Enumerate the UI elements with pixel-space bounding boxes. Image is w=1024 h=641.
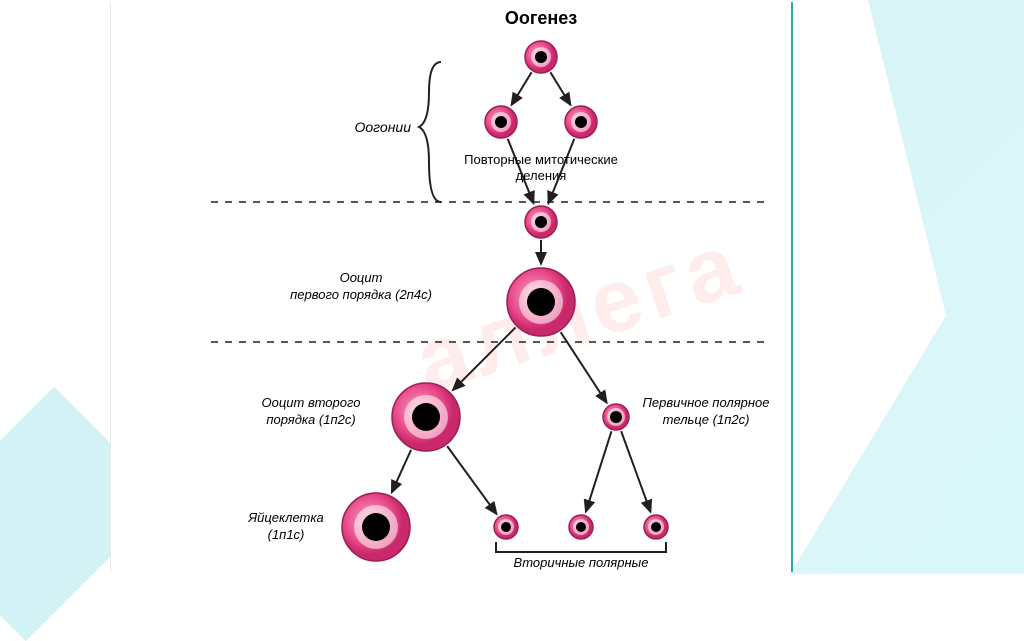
edge-arrow bbox=[447, 446, 496, 514]
oogenesis-diagram: Оогенез Оогонии Повторные митотические д… bbox=[111, 2, 791, 572]
cell-polar2c bbox=[644, 515, 668, 539]
edge-arrow bbox=[621, 431, 650, 512]
label-mitotic-1: Повторные митотические bbox=[464, 152, 618, 167]
label-oocyte2-1: Ооцит второго bbox=[262, 395, 361, 410]
label-oogonii: Оогонии bbox=[355, 119, 412, 135]
phase-dividers bbox=[211, 202, 771, 342]
edge-arrow bbox=[511, 72, 531, 105]
label-oocyte1-1: Ооцит bbox=[340, 270, 383, 285]
diagram-title: Оогенез bbox=[505, 8, 577, 28]
label-oocyte2-2: порядка (1п2с) bbox=[266, 412, 355, 427]
label-polar2-1: Вторичные полярные bbox=[514, 555, 649, 570]
cell-oogonium_mid bbox=[525, 206, 557, 238]
edge-arrow bbox=[392, 450, 411, 493]
edge-arrow bbox=[550, 72, 570, 105]
accent-shape-right bbox=[764, 0, 1024, 574]
cell-polar2b bbox=[569, 515, 593, 539]
slide-background: аллега Оогенез bbox=[0, 0, 1024, 574]
label-polar1-1: Первичное полярное bbox=[642, 395, 769, 410]
edge-arrow bbox=[561, 332, 607, 403]
diagram-container: аллега Оогенез bbox=[110, 2, 793, 572]
label-mitotic-2: деления bbox=[516, 168, 567, 183]
cell-egg bbox=[342, 493, 410, 561]
label-egg-1: Яйцеклетка bbox=[247, 510, 324, 525]
cell-polar2a bbox=[494, 515, 518, 539]
polar2-bracket bbox=[496, 542, 666, 552]
label-oocyte1-2: первого порядка (2п4с) bbox=[290, 287, 432, 302]
label-polar1-2: тельце (1п2с) bbox=[663, 412, 750, 427]
edge-arrow bbox=[453, 327, 516, 390]
cell-oogonium_r bbox=[565, 106, 597, 138]
cell-polar1 bbox=[603, 404, 629, 430]
cell-oocyte1 bbox=[507, 268, 575, 336]
cell-oocyte2 bbox=[392, 383, 460, 451]
cell-oogonium_l bbox=[485, 106, 517, 138]
edge-arrow bbox=[586, 431, 612, 511]
label-egg-2: (1п1с) bbox=[268, 527, 305, 542]
cell-oogonium_top bbox=[525, 41, 557, 73]
oogonii-brace bbox=[419, 62, 441, 202]
